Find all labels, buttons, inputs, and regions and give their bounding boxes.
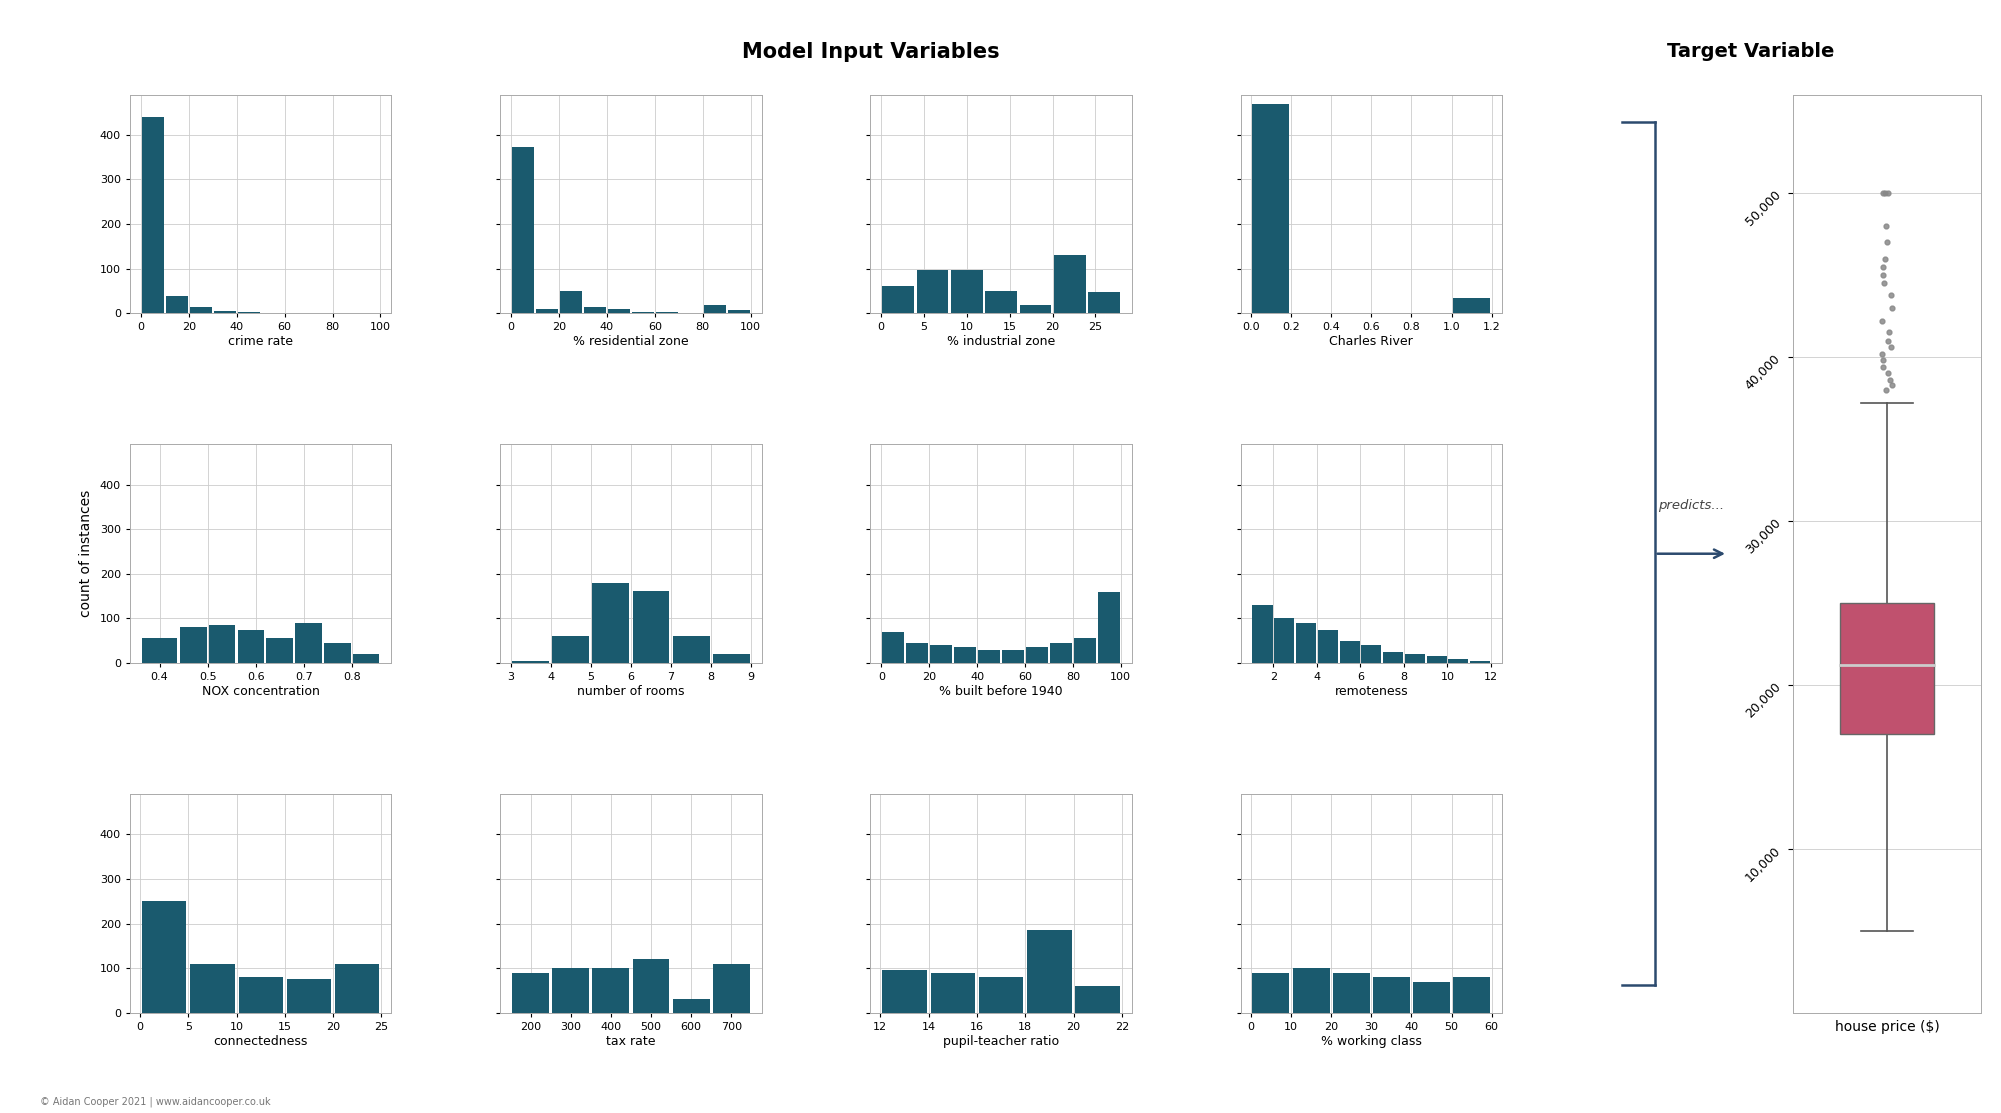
Bar [1075, 639, 1097, 663]
Bar [978, 977, 1023, 1013]
Bar [1405, 654, 1425, 663]
Bar [142, 639, 178, 663]
Bar [1293, 968, 1329, 1013]
Bar [238, 630, 264, 663]
Bar [1051, 643, 1073, 663]
Bar [1453, 977, 1491, 1013]
X-axis label: remoteness: remoteness [1335, 684, 1409, 698]
Bar [1339, 641, 1359, 663]
Bar [1089, 293, 1121, 313]
Bar [728, 309, 750, 313]
Bar [672, 999, 710, 1013]
Bar [214, 311, 236, 313]
Y-axis label: count of instances: count of instances [78, 490, 92, 618]
Bar [1003, 650, 1025, 663]
Bar [712, 654, 750, 663]
X-axis label: tax rate: tax rate [606, 1035, 656, 1047]
Bar [1253, 605, 1273, 663]
Bar [1361, 646, 1381, 663]
Bar [552, 637, 588, 663]
X-axis label: Charles River: Charles River [1329, 335, 1413, 348]
Text: predicts...: predicts... [1659, 500, 1725, 512]
Bar [882, 971, 926, 1013]
Bar [190, 306, 212, 313]
Text: Model Input Variables: Model Input Variables [742, 42, 998, 62]
Bar [1027, 648, 1049, 663]
X-axis label: house price ($): house price ($) [1835, 1020, 1939, 1034]
Bar [1021, 305, 1051, 313]
Bar [296, 623, 322, 663]
Bar [190, 964, 234, 1013]
Bar [882, 286, 914, 313]
Bar [512, 147, 534, 313]
X-axis label: NOX concentration: NOX concentration [202, 684, 320, 698]
X-axis label: pupil-teacher ratio: pupil-teacher ratio [942, 1035, 1059, 1047]
Bar [266, 639, 292, 663]
Bar [286, 979, 332, 1013]
Bar [1839, 603, 1933, 733]
Bar [954, 648, 976, 663]
Bar [1453, 297, 1491, 313]
Bar [180, 628, 206, 663]
Bar [1373, 977, 1411, 1013]
Bar [592, 968, 628, 1013]
Bar [552, 968, 588, 1013]
Bar [882, 632, 904, 663]
Bar [1275, 619, 1295, 663]
Bar [632, 959, 670, 1013]
Bar [334, 964, 380, 1013]
Bar [1427, 657, 1447, 663]
Bar [512, 973, 548, 1013]
Bar [512, 661, 548, 663]
Bar [712, 964, 750, 1013]
Bar [950, 270, 982, 313]
Text: Target Variable: Target Variable [1667, 42, 1835, 61]
Bar [142, 902, 186, 1013]
Bar [536, 308, 558, 313]
Bar [1253, 973, 1289, 1013]
Bar [1383, 652, 1403, 663]
Bar [584, 306, 606, 313]
Bar [560, 290, 582, 313]
Bar [672, 637, 710, 663]
Bar [978, 650, 1000, 663]
Bar [1055, 255, 1085, 313]
X-axis label: connectedness: connectedness [214, 1035, 308, 1047]
Bar [1297, 623, 1317, 663]
Bar [1449, 659, 1469, 663]
Bar [1333, 973, 1369, 1013]
Bar [1075, 986, 1121, 1013]
Bar [592, 583, 628, 663]
Bar [324, 643, 350, 663]
X-axis label: % industrial zone: % industrial zone [946, 335, 1055, 348]
Bar [1413, 982, 1451, 1013]
X-axis label: % residential zone: % residential zone [572, 335, 688, 348]
Text: © Aidan Cooper 2021 | www.aidancooper.co.uk: © Aidan Cooper 2021 | www.aidancooper.co… [40, 1097, 270, 1107]
Bar [352, 654, 380, 663]
Bar [1253, 104, 1289, 313]
Bar [632, 591, 670, 663]
Bar [142, 117, 164, 313]
Bar [1099, 592, 1121, 663]
Bar [916, 270, 948, 313]
Bar [930, 973, 974, 1013]
X-axis label: number of rooms: number of rooms [576, 684, 684, 698]
Bar [1471, 661, 1491, 663]
Bar [704, 305, 726, 313]
X-axis label: % working class: % working class [1321, 1035, 1423, 1047]
Bar [632, 312, 654, 313]
Bar [1319, 630, 1339, 663]
Bar [930, 646, 952, 663]
Bar [1027, 930, 1073, 1013]
Bar [238, 977, 282, 1013]
Bar [208, 626, 236, 663]
Bar [984, 290, 1017, 313]
Bar [166, 296, 188, 313]
X-axis label: % built before 1940: % built before 1940 [938, 684, 1063, 698]
Bar [906, 643, 928, 663]
X-axis label: crime rate: crime rate [228, 335, 294, 348]
Bar [608, 308, 630, 313]
